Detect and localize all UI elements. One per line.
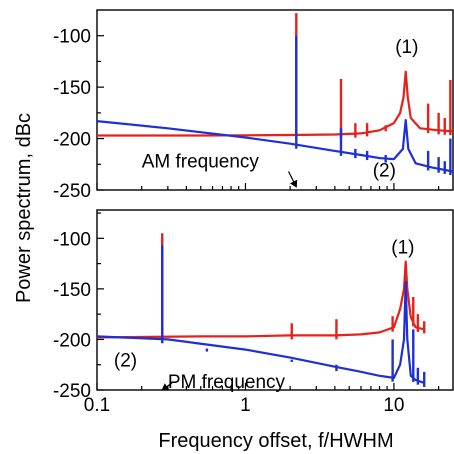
y-tick-label: -250: [53, 381, 91, 402]
series-1-line: [97, 260, 425, 339]
series-2-line: [97, 280, 425, 384]
x-tick-label: 0.1: [84, 395, 110, 416]
x-tick-label: 1: [240, 395, 251, 416]
annotation-label: PM frequency: [168, 372, 286, 393]
panel-frame: [96, 209, 454, 391]
series-1-line: [97, 70, 453, 137]
x-tick-label: 10: [383, 395, 404, 416]
annotation-label: (2): [373, 161, 396, 182]
panel-1: -100 -150 -200 -250 (1) (2) AM frequency: [53, 9, 454, 202]
chart-panels: -100-150-200-250(1)(2)AM frequency-100-1…: [53, 9, 454, 416]
y-tick-label: -150: [53, 280, 91, 301]
annotation-arrow: [161, 382, 173, 391]
series-group: [97, 233, 426, 387]
y-tick-label: -200: [53, 130, 91, 151]
y-axis-title: Power spectrum, dBc: [13, 113, 35, 303]
annotation-label: (1): [391, 237, 414, 258]
y-tick-label: -150: [53, 78, 91, 99]
series-group: [97, 13, 453, 175]
annotation-arrow: [287, 171, 298, 188]
x-axis-title: Frequency offset, f/HWHM: [158, 430, 393, 452]
annotation-label: (2): [114, 351, 137, 372]
panel-frame: [96, 9, 454, 191]
y-tick-label: -200: [53, 330, 91, 351]
y-tick-label: -250: [53, 181, 91, 202]
y-tick-label: -100: [53, 27, 91, 48]
y-tick-label: -100: [53, 229, 91, 250]
annotation-label: (1): [395, 37, 418, 58]
annotation-label: AM frequency: [142, 151, 260, 172]
